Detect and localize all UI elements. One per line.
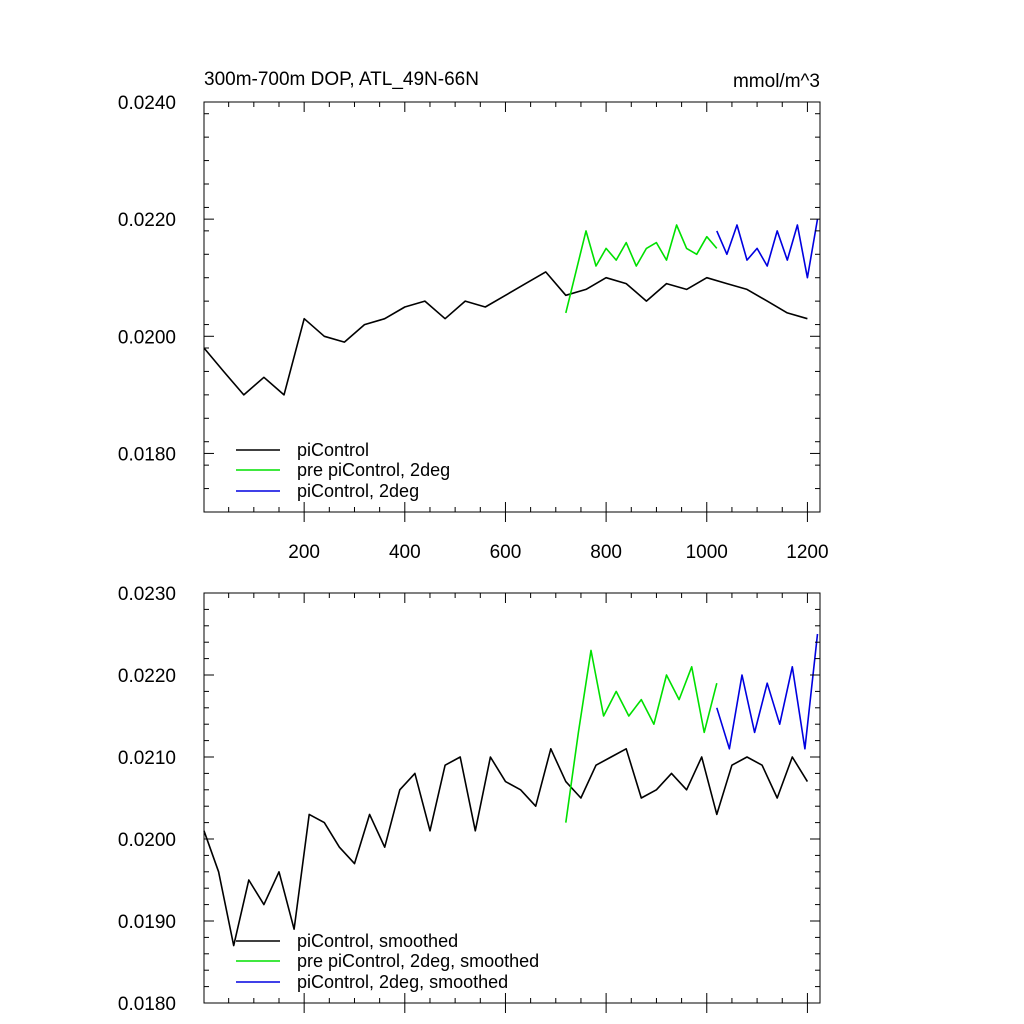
y-tick-label: 0.0180 <box>118 444 176 465</box>
series-line-pre-picontrol-2deg-smoothed <box>565 649 718 823</box>
legend-label: piControl <box>297 440 369 460</box>
series-line-picontrol-smoothed <box>203 747 809 947</box>
legend-label: piControl, 2deg <box>297 481 419 501</box>
x-tick-label: 200 <box>288 542 320 563</box>
units-label: mmol/m^3 <box>733 71 820 92</box>
y-tick-label: 0.0220 <box>118 210 176 231</box>
y-tick-label: 0.0220 <box>118 666 176 687</box>
series-line-pre-picontrol-2deg <box>565 224 718 314</box>
legend-label: pre piControl, 2deg, smoothed <box>297 951 539 971</box>
y-tick-label: 0.0200 <box>118 830 176 851</box>
bottom-panel: 0.0180 0.0190 0.0200 0.0210 0.0220 0.0230 piC… <box>118 584 821 1015</box>
legend-label: piControl, smoothed <box>297 931 458 951</box>
y-tick-label: 0.0180 <box>118 994 176 1015</box>
x-tick-label: 800 <box>590 542 622 563</box>
legend-label: piControl, 2deg, smoothed <box>297 972 508 992</box>
plot-frame <box>203 592 821 1004</box>
x-tick-label: 400 <box>389 542 421 563</box>
chart-title: 300m-700m DOP, ATL_49N-66N <box>204 69 479 90</box>
plot-frame <box>203 101 821 513</box>
x-tick-label: 1200 <box>786 542 828 563</box>
x-tick-label: 1000 <box>686 542 728 563</box>
series-line-picontrol <box>203 271 808 396</box>
top-panel: 300m-700m DOP, ATL_49N-66N mmol/m^3 0.01… <box>118 69 829 563</box>
legend: piControl pre piControl, 2deg piControl,… <box>236 440 450 501</box>
y-tick-label: 0.0190 <box>118 912 176 933</box>
legend-label: pre piControl, 2deg <box>297 460 450 480</box>
y-tick-label: 0.0240 <box>118 93 176 114</box>
series-line-picontrol-2deg-smoothed <box>716 633 819 750</box>
y-tick-label: 0.0200 <box>118 327 176 348</box>
legend: piControl, smoothed pre piControl, 2deg,… <box>236 931 539 992</box>
y-tick-label: 0.0210 <box>118 748 176 769</box>
y-tick-label: 0.0230 <box>118 584 176 605</box>
series-line-picontrol-2deg <box>716 218 819 279</box>
x-tick-label: 600 <box>490 542 522 563</box>
